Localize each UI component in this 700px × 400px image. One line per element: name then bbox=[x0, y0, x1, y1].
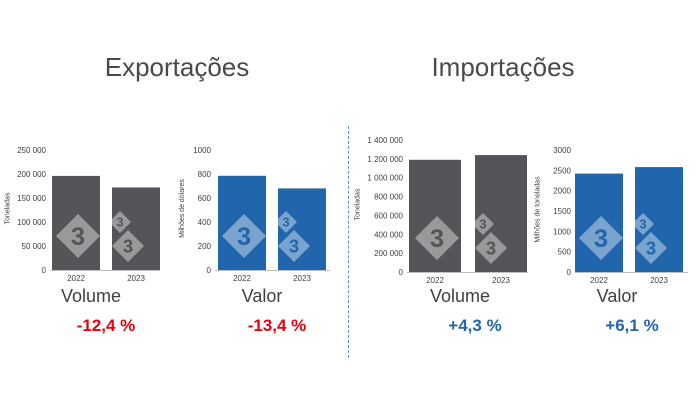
bar-2023 bbox=[278, 188, 326, 270]
svg-text:3: 3 bbox=[123, 236, 133, 257]
svg-text:3: 3 bbox=[646, 238, 656, 259]
bar-2022 bbox=[52, 175, 100, 270]
y-tick-label: 600 bbox=[198, 194, 212, 203]
bar-2022 bbox=[409, 159, 461, 272]
svg-text:3: 3 bbox=[282, 216, 289, 230]
y-tick-label: 3000 bbox=[553, 146, 571, 155]
y-tick-label: 1500 bbox=[553, 207, 571, 216]
watermark-logo: 333 bbox=[415, 213, 507, 264]
y-tick-label: 1000 bbox=[553, 227, 571, 236]
watermark-logo: 333 bbox=[579, 213, 667, 264]
x-tick-label: 2022 bbox=[426, 276, 444, 285]
x-tick-label: 2023 bbox=[293, 274, 311, 283]
change-value: -13,4 % bbox=[247, 316, 307, 335]
section-divider bbox=[348, 126, 349, 358]
svg-text:3: 3 bbox=[594, 225, 608, 253]
y-tick-label: 400 bbox=[198, 218, 212, 227]
y-tick-label: 250 000 bbox=[17, 146, 46, 155]
y-tick-label: 2000 bbox=[553, 187, 571, 196]
bar-2023 bbox=[112, 187, 160, 270]
change-value: -12,4 % bbox=[76, 316, 136, 335]
bar-2023 bbox=[635, 167, 683, 272]
x-tick-label: 2023 bbox=[492, 276, 510, 285]
y-tick-label: 800 bbox=[198, 170, 212, 179]
metric-label: Volume bbox=[60, 286, 122, 306]
svg-text:3: 3 bbox=[289, 236, 299, 257]
y-tick-label: 1 200 000 bbox=[367, 155, 403, 164]
change-value: +6,1 % bbox=[605, 316, 659, 335]
svg-text:3: 3 bbox=[116, 216, 123, 230]
y-tick-label: 200 000 bbox=[374, 249, 403, 258]
y-tick-label: 800 000 bbox=[374, 193, 403, 202]
y-tick-label: 400 000 bbox=[374, 230, 403, 239]
x-tick-label: 2023 bbox=[650, 276, 668, 285]
y-tick-label: 1 400 000 bbox=[367, 136, 403, 145]
svg-text:3: 3 bbox=[486, 238, 496, 259]
y-tick-label: 50 000 bbox=[22, 242, 47, 251]
section-title-imports: Importações bbox=[431, 52, 575, 82]
y-tick-label: 100 000 bbox=[17, 218, 46, 227]
y-tick-label: 0 bbox=[207, 266, 212, 275]
y-tick-label: 200 bbox=[198, 242, 212, 251]
x-tick-label: 2022 bbox=[590, 276, 608, 285]
metric-label: Valor bbox=[596, 286, 638, 306]
y-axis-label: Milhões de toneladas bbox=[534, 176, 542, 243]
y-tick-label: 2500 bbox=[553, 166, 571, 175]
y-tick-label: 0 bbox=[399, 268, 404, 277]
change-value: +4,3 % bbox=[448, 316, 502, 335]
y-tick-label: 0 bbox=[567, 268, 572, 277]
section-title-exports: Exportações bbox=[104, 52, 250, 82]
x-tick-label: 2022 bbox=[67, 274, 85, 283]
y-tick-label: 0 bbox=[42, 266, 47, 275]
svg-text:3: 3 bbox=[639, 218, 646, 232]
y-tick-label: 500 bbox=[558, 248, 572, 257]
watermark-logo: 333 bbox=[56, 211, 144, 262]
y-tick-label: 150 000 bbox=[17, 194, 46, 203]
svg-text:3: 3 bbox=[479, 218, 486, 232]
y-tick-label: 200 000 bbox=[17, 170, 46, 179]
y-tick-label: 600 000 bbox=[374, 211, 403, 220]
svg-text:3: 3 bbox=[237, 223, 251, 251]
svg-text:3: 3 bbox=[71, 223, 85, 251]
y-tick-label: 1000 bbox=[193, 146, 211, 155]
bar-2022 bbox=[575, 173, 623, 272]
bar-2023 bbox=[475, 155, 527, 272]
bar-2022 bbox=[218, 175, 266, 270]
metric-label: Valor bbox=[241, 286, 283, 306]
svg-text:3: 3 bbox=[430, 225, 444, 253]
x-tick-label: 2022 bbox=[233, 274, 251, 283]
metric-label: Volume bbox=[429, 286, 491, 306]
x-tick-label: 2023 bbox=[127, 274, 145, 283]
watermark-logo: 333 bbox=[222, 211, 310, 262]
y-tick-label: 1 000 000 bbox=[367, 174, 403, 183]
